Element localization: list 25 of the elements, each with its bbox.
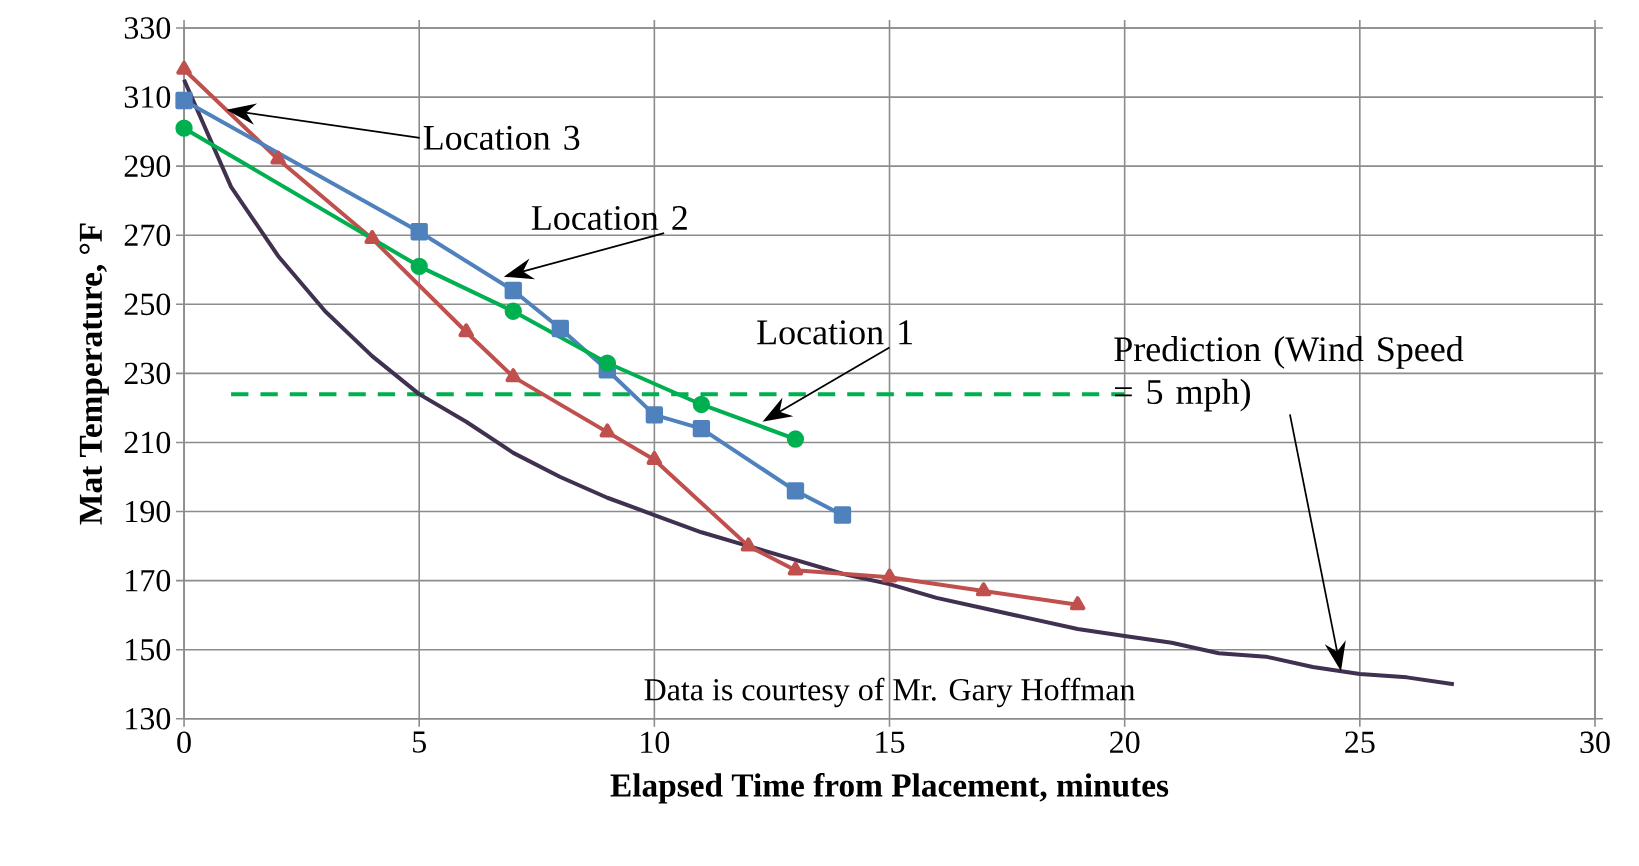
x-tick-label: 25 — [1345, 731, 1375, 754]
y-tick-label: 250 — [124, 293, 171, 316]
y-tick-label: 290 — [124, 155, 171, 178]
y-axis-title: Mat Temperature, °F — [79, 223, 109, 525]
x-tick-label: 5 — [413, 731, 426, 754]
y-tick-label: 270 — [124, 224, 171, 247]
y-tick-label: 190 — [126, 501, 171, 523]
y-tick-label: 310 — [124, 86, 171, 109]
x-axis-title: Elapsed Time from Placement, minutes — [610, 773, 1169, 804]
annotation: Location 2 — [531, 206, 687, 231]
x-tick-label: 15 — [876, 731, 905, 754]
y-tick-label: 330 — [124, 17, 171, 40]
y-tick-label: 210 — [124, 431, 171, 454]
annotation: Location 1 — [757, 320, 912, 345]
y-tick-label: 130 — [126, 708, 171, 730]
x-tick-label: 20 — [1110, 731, 1140, 754]
annotation: Location 3 — [423, 126, 580, 151]
x-tick-label: 10 — [641, 731, 670, 754]
y-tick-label: 230 — [124, 362, 171, 385]
annotation: Prediction (Wind Speed = 5 mph) — [1114, 336, 1464, 412]
y-tick-label: 170 — [126, 570, 171, 592]
x-tick-label: 30 — [1580, 731, 1610, 754]
y-tick-label: 150 — [126, 639, 171, 661]
x-tick-label: 0 — [177, 731, 191, 754]
annotation: Data is courtesy of Mr. Gary Hoffman — [644, 678, 1135, 708]
